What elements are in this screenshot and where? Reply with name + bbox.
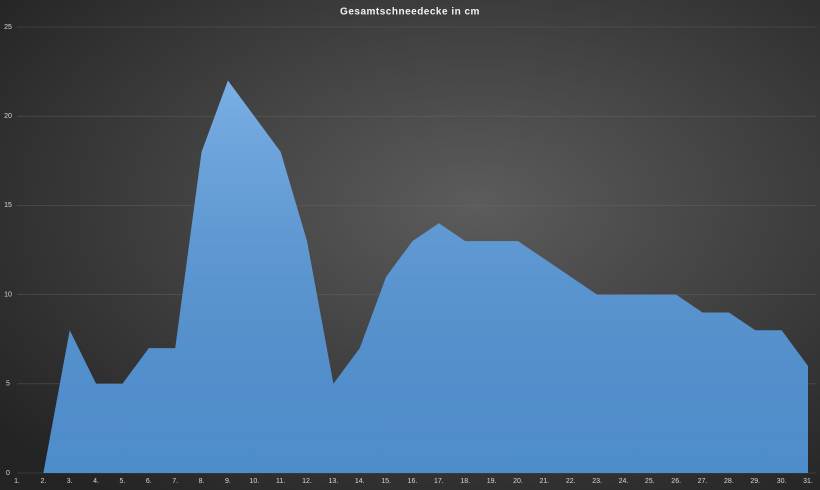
x-tick-label: 5.	[120, 478, 126, 485]
x-tick-label: 19.	[487, 478, 497, 485]
x-tick-label: 2.	[40, 478, 46, 485]
x-tick-label: 21.	[539, 478, 549, 485]
x-tick-label: 4.	[93, 478, 99, 485]
x-tick-label: 27.	[698, 478, 708, 485]
x-tick-label: 30.	[777, 478, 787, 485]
x-tick-label: 26.	[671, 478, 681, 485]
x-tick-label: 15.	[381, 478, 391, 485]
x-tick-label: 10.	[249, 478, 259, 485]
x-tick-label: 25.	[645, 478, 655, 485]
x-tick-label: 29.	[750, 478, 760, 485]
x-tick-label: 12.	[302, 478, 312, 485]
x-tick-label: 13.	[329, 478, 339, 485]
area-shade	[17, 80, 808, 474]
chart-title: Gesamtschneedecke in cm	[340, 7, 480, 18]
x-tick-label: 31.	[803, 478, 813, 485]
y-tick-label: 5	[6, 381, 10, 388]
x-tick-label: 14.	[355, 478, 365, 485]
x-tick-label: 16.	[408, 478, 418, 485]
x-tick-label: 6.	[146, 478, 152, 485]
x-tick-label: 18.	[460, 478, 470, 485]
y-tick-label: 10	[4, 291, 12, 298]
x-tick-label: 22.	[566, 478, 576, 485]
x-tick-label: 24.	[619, 478, 629, 485]
y-tick-label: 20	[4, 113, 12, 120]
y-tick-label: 15	[4, 202, 12, 209]
x-tick-label: 7.	[172, 478, 178, 485]
x-tick-label: 11.	[276, 478, 285, 485]
x-tick-label: 20.	[513, 478, 523, 485]
x-tick-label: 8.	[199, 478, 205, 485]
x-tick-label: 9.	[225, 478, 231, 485]
x-tick-label: 28.	[724, 478, 734, 485]
y-tick-label: 25	[4, 24, 12, 31]
x-tick-label: 23.	[592, 478, 602, 485]
x-tick-label: 3.	[67, 478, 73, 485]
y-tick-label: 0	[6, 470, 10, 477]
x-tick-label: 17.	[434, 478, 444, 485]
x-tick-label: 1.	[14, 478, 20, 485]
